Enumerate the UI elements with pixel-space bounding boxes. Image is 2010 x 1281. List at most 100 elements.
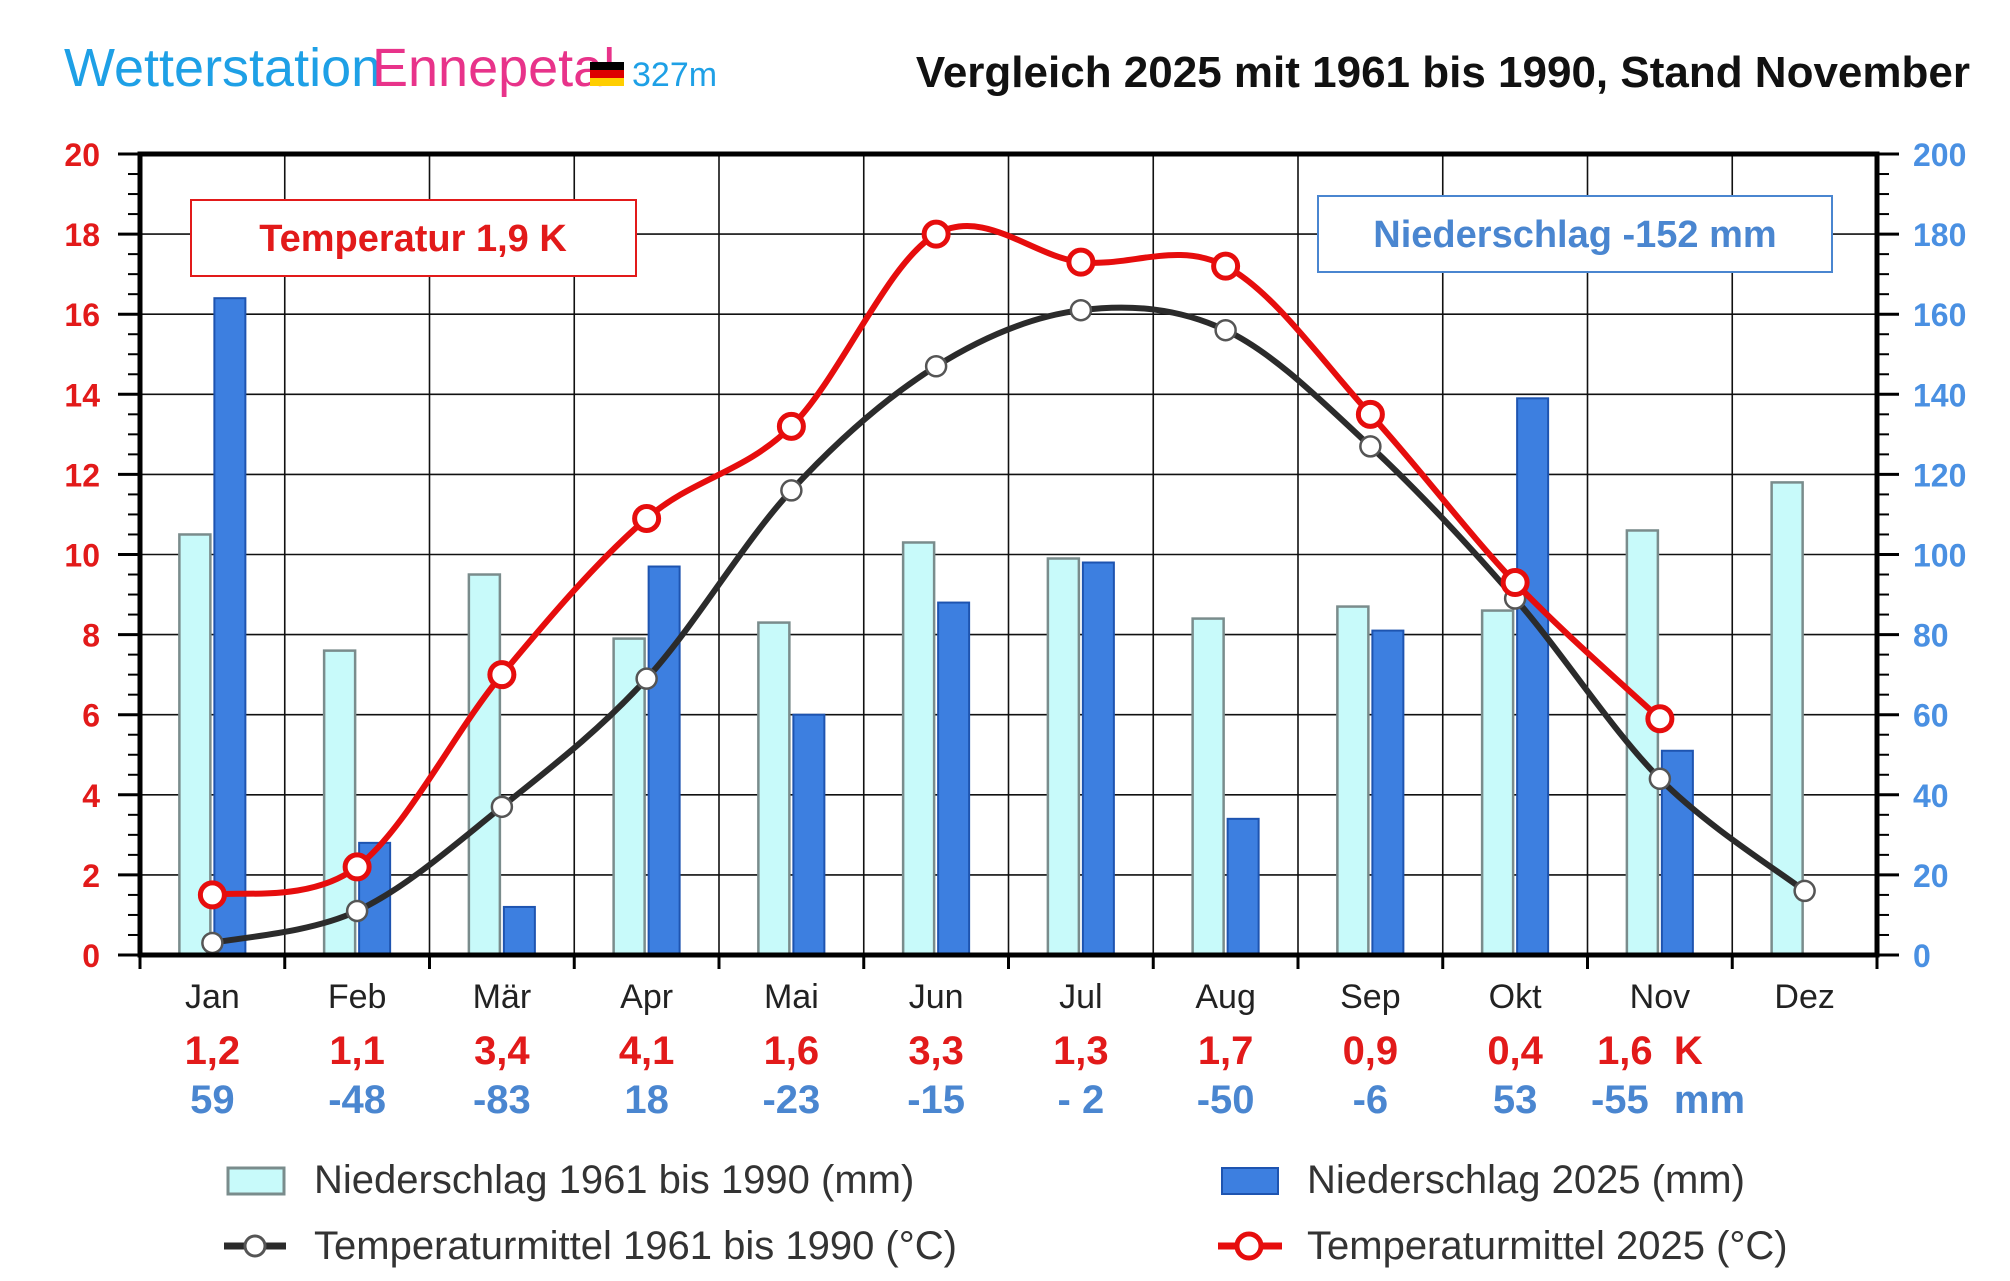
y-right-tick-label: 40 <box>1913 778 1949 814</box>
precip-diff-8: -50 <box>1197 1078 1255 1122</box>
y-right-tick-label: 60 <box>1913 698 1949 734</box>
y-left-tick-label: 16 <box>64 297 100 333</box>
point-temp-2025-4 <box>632 503 662 533</box>
month-label-9: Sep <box>1340 978 1401 1016</box>
precip-diff-5: -23 <box>762 1078 820 1122</box>
point-temp-2025-3 <box>487 660 517 690</box>
axes: 0 0 2 20 4 40 6 60 8 80 10 100 12 120 14 140 16 160 18 180 2… <box>64 137 1966 974</box>
point-temp-1961-9 <box>1359 435 1382 458</box>
bar-precip-2025-10 <box>1516 397 1550 956</box>
y-right-tick-label: 0 <box>1913 938 1931 974</box>
precip-diff-1: 59 <box>190 1078 235 1122</box>
brand-name-part2: Ennepetal <box>372 38 615 98</box>
y-left-tick-label: 12 <box>64 457 100 493</box>
bar-precip-1961-7 <box>1046 557 1081 957</box>
y-right-tick-label: 160 <box>1913 297 1966 333</box>
point-temp-2025-11 <box>1645 704 1675 734</box>
chart-title: Vergleich 2025 mit 1961 bis 1990, Stand … <box>916 48 1970 97</box>
point-temp-1961-4 <box>635 667 658 690</box>
month-label-7: Jul <box>1059 978 1102 1016</box>
point-temp-1961-5 <box>780 479 803 502</box>
bar-precip-1961-5 <box>757 621 791 957</box>
bar-precip-2025-1 <box>213 297 247 956</box>
temp-diff-6: 3,3 <box>908 1029 964 1073</box>
precip-diff-9: -6 <box>1353 1078 1389 1122</box>
bar-precip-1961-10 <box>1480 609 1515 957</box>
month-label-3: Mär <box>473 978 532 1016</box>
legend-label-temp-1961: Temperaturmittel 1961 bis 1990 (°C) <box>314 1224 957 1268</box>
lines <box>197 219 1816 955</box>
month-label-8: Aug <box>1195 978 1256 1016</box>
point-temp-1961-7 <box>1069 298 1093 322</box>
station-altitude: 327m <box>632 56 717 94</box>
legend-label-precip-1961: Niederschlag 1961 bis 1990 (mm) <box>314 1158 914 1202</box>
bar-precip-1961-3 <box>467 573 502 957</box>
temp-diff-8: 1,7 <box>1198 1029 1254 1073</box>
point-temp-1961-2 <box>345 899 369 923</box>
precip-diff-11: -55 <box>1591 1078 1649 1122</box>
bar-precip-1961-6 <box>901 541 936 957</box>
precip-diff-2: -48 <box>328 1078 386 1122</box>
bar-precip-2025-8 <box>1226 817 1260 957</box>
month-label-2: Feb <box>328 978 387 1016</box>
point-temp-1961-11 <box>1648 767 1672 791</box>
legend-swatch-precip-1961 <box>226 1166 286 1196</box>
bar-precip-2025-5 <box>792 713 826 957</box>
month-label-11: Nov <box>1630 978 1690 1016</box>
y-left-tick-label: 2 <box>82 858 100 894</box>
month-labels: Jan Feb Mär Apr Mai Jun Jul Aug Sep Okt Nov Dez 1,2 1… <box>185 978 1835 1122</box>
bar-precip-2025-4 <box>647 565 681 956</box>
legend-label-precip-2025: Niederschlag 2025 (mm) <box>1307 1158 1745 1202</box>
point-temp-1961-8 <box>1214 318 1237 342</box>
temp-diff-3: 3,4 <box>474 1029 530 1073</box>
germany-flag-icon <box>590 62 624 86</box>
y-left-tick-label: 14 <box>64 377 100 413</box>
precip-diff-3: -83 <box>473 1078 531 1122</box>
precipitation-annotation: Niederschlag -152 mm <box>1317 195 1833 273</box>
point-temp-2025-1 <box>197 880 227 910</box>
bar-precip-1961-11 <box>1625 529 1660 957</box>
precip-diff-7: - 2 <box>1058 1078 1105 1122</box>
month-label-1: Jan <box>185 978 240 1016</box>
legend-item-temp-2025: Temperaturmittel 2025 (°C) <box>1218 1224 1788 1268</box>
temperature-annotation: Temperatur 1,9 K <box>190 199 637 277</box>
point-temp-2025-8 <box>1211 251 1241 281</box>
bar-precip-2025-3 <box>502 905 536 957</box>
bars <box>178 297 1804 957</box>
point-temp-2025-6 <box>921 219 951 249</box>
y-right-tick-label: 20 <box>1913 858 1949 894</box>
y-right-tick-label: 100 <box>1913 538 1966 574</box>
point-temp-1961-6 <box>924 355 948 378</box>
temp-diff-9: 0,9 <box>1343 1029 1399 1073</box>
precip-diff-6: -15 <box>907 1078 965 1122</box>
temp-diff-5: 1,6 <box>764 1029 820 1073</box>
bar-precip-2025-9 <box>1371 629 1405 956</box>
temp-diff-11: 1,6 <box>1597 1029 1653 1073</box>
y-right-tick-label: 180 <box>1913 217 1966 253</box>
precipitation-annotation-text: Niederschlag -152 mm <box>1373 214 1776 256</box>
y-right-tick-label: 120 <box>1913 457 1966 493</box>
temp-diff-7: 1,3 <box>1053 1029 1109 1073</box>
y-right-tick-label: 140 <box>1913 377 1966 413</box>
y-right-tick-label: 80 <box>1913 618 1949 654</box>
precip-diff-4: 18 <box>624 1078 669 1122</box>
month-label-4: Apr <box>620 978 673 1016</box>
point-temp-2025-5 <box>776 411 806 441</box>
y-left-tick-label: 18 <box>64 217 100 253</box>
month-label-5: Mai <box>764 978 819 1016</box>
temp-diff-4: 4,1 <box>619 1029 675 1073</box>
legend-swatch-precip-2025 <box>1221 1167 1279 1195</box>
legend-marker-temp-2025 <box>1234 1231 1264 1261</box>
y-left-tick-label: 0 <box>82 938 100 974</box>
bar-precip-2025-7 <box>1081 561 1115 956</box>
precip-diff-unit: mm <box>1674 1078 1745 1122</box>
point-temp-1961-12 <box>1793 879 1816 903</box>
point-temp-2025-9 <box>1355 399 1385 429</box>
temp-diff-unit: K <box>1674 1029 1703 1073</box>
bar-precip-2025-6 <box>937 601 971 956</box>
precip-diff-10: 53 <box>1493 1078 1538 1122</box>
y-left-tick-label: 20 <box>64 137 100 173</box>
month-label-6: Jun <box>909 978 964 1016</box>
legend-item-precip-2025: Niederschlag 2025 (mm) <box>1221 1158 1745 1202</box>
